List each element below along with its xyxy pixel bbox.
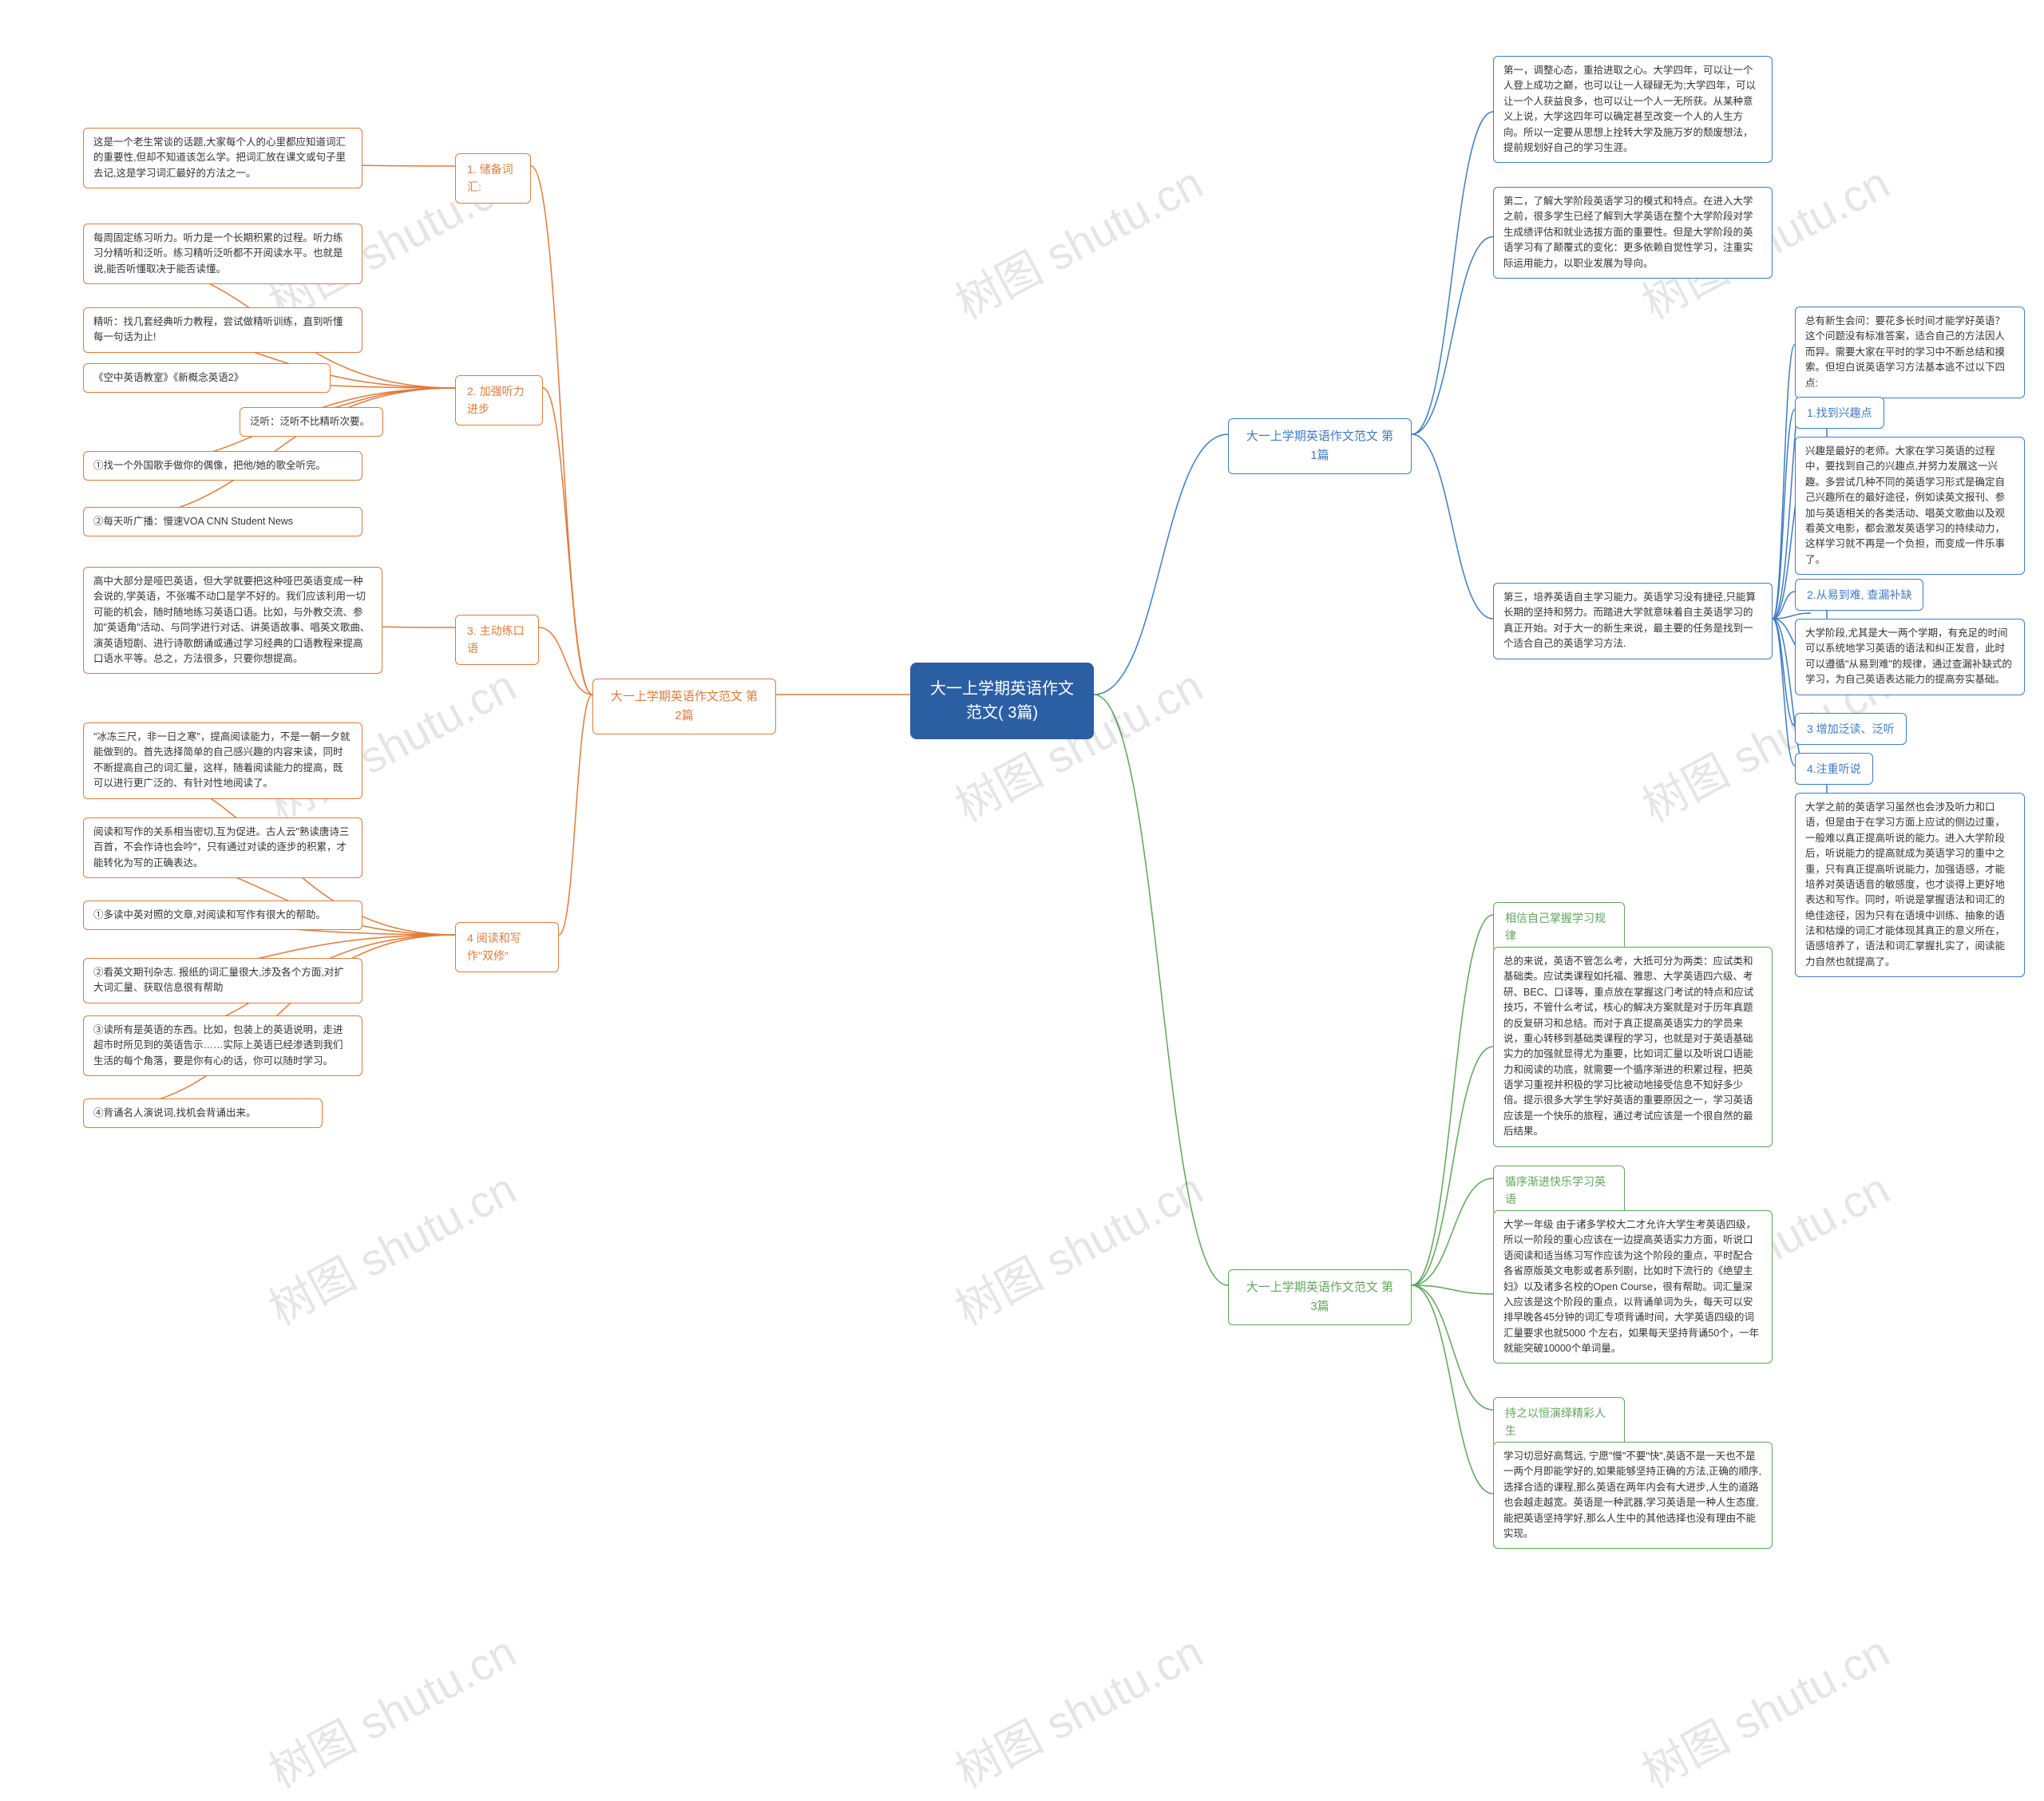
leaf-node: 这是一个老生常谈的话题,大家每个人的心里都应知道词汇的重要性,但却不知道该怎么学… xyxy=(83,128,362,188)
leaf-node: 大学阶段,尤其是大一两个学期，有充足的时间可以系统地学习英语的语法和纠正发音，此… xyxy=(1795,619,2025,695)
mindmap-canvas: 树图 shutu.cn树图 shutu.cn树图 shutu.cn树图 shut… xyxy=(0,0,2044,1771)
leaf-node: 大学一年级 由于诸多学校大二才允许大学生考英语四级，所以一阶段的重心应该在一边提… xyxy=(1493,1210,1773,1364)
sub-node: 相信自己掌握学习规律 xyxy=(1493,902,1625,952)
watermark: 树图 shutu.cn xyxy=(1630,1617,1899,1801)
branch-node: 大一上学期英语作文范文 第1篇 xyxy=(1228,418,1412,474)
leaf-node: 大学之前的英语学习虽然也会涉及听力和口语，但是由于在学习方面上应试的侧边过重，一… xyxy=(1795,793,2025,977)
leaf-node: 高中大部分是哑巴英语，但大学就要把这种哑巴英语变成一种会说的,学英语，不张嘴不动… xyxy=(83,567,382,674)
leaf-node: ②每天听广播：慢速VOA CNN Student News xyxy=(83,507,362,536)
leaf-node: 兴趣是最好的老师。大家在学习英语的过程中，要找到自己的兴趣点,并努力发展这一兴趣… xyxy=(1795,437,2025,575)
sub-node: 3 增加泛读、泛听 xyxy=(1795,713,1907,745)
sub-node: 4 阅读和写作"双修" xyxy=(455,922,559,972)
leaf-node: 总有新生会问：要花多长时间才能学好英语？这个问题没有标准答案，适合自己的方法因人… xyxy=(1795,307,2025,398)
sub-node: 3. 主动练口语 xyxy=(455,615,539,665)
sub-node: 1. 储备词汇: xyxy=(455,153,531,204)
watermark: 树图 shutu.cn xyxy=(256,1154,526,1338)
sub-node: 持之以恒演绎精彩人生 xyxy=(1493,1397,1625,1447)
watermark: 树图 shutu.cn xyxy=(943,1154,1213,1338)
leaf-node: 第一，调整心态，重拾进取之心。大学四年，可以让一个人登上成功之巅，也可以让一人碌… xyxy=(1493,56,1773,163)
leaf-node: ②看英文期刊杂志. 报纸的词汇量很大,涉及各个方面,对扩大词汇量、获取信息很有帮… xyxy=(83,958,362,1003)
leaf-node: ③读所有是英语的东西。比如，包装上的英语说明，走进超市时所见到的英语告示……实际… xyxy=(83,1015,362,1076)
leaf-node: 总的来说，英语不管怎么考，大抵可分为两类：应试类和基础类。应试类课程如托福、雅思… xyxy=(1493,947,1773,1147)
leaf-node: 每周固定练习听力。听力是一个长期积累的过程。听力练习分精听和泛听。练习精听泛听都… xyxy=(83,224,362,284)
leaf-node: "冰冻三尺，非一日之寒"，提高阅读能力，不是一朝一夕就能做到的。首先选择简单的自… xyxy=(83,722,362,799)
branch-node: 大一上学期英语作文范文 第3篇 xyxy=(1228,1269,1412,1325)
leaf-node: ①找一个外国歌手做你的偶像，把他/她的歌全听完。 xyxy=(83,451,362,481)
sub-node: 循序渐进快乐学习英语 xyxy=(1493,1166,1625,1216)
leaf-node: 学习切忌好高骛远, 宁愿"慢"不要"快",英语不是一天也不是一两个月即能学好的,… xyxy=(1493,1442,1773,1549)
leaf-node: 第二，了解大学阶段英语学习的模式和特点。在进入大学之前，很多学生已经了解到大学英… xyxy=(1493,187,1773,279)
sub-node: 4.注重听说 xyxy=(1795,753,1873,785)
leaf-node: ④背诵名人演说词,找机会背诵出来。 xyxy=(83,1098,323,1128)
leaf-node: 第三，培养英语自主学习能力。英语学习没有捷径,只能算长期的坚持和努力。而踏进大学… xyxy=(1493,583,1773,659)
root-node: 大一上学期英语作文范文( 3篇) xyxy=(910,663,1094,739)
watermark: 树图 shutu.cn xyxy=(943,148,1213,332)
leaf-node: ①多读中英对照的文章,对阅读和写作有很大的帮助。 xyxy=(83,900,362,930)
sub-node: 2. 加强听力进步 xyxy=(455,375,543,426)
watermark: 树图 shutu.cn xyxy=(943,1617,1213,1801)
branch-node: 大一上学期英语作文范文 第2篇 xyxy=(592,679,776,734)
leaf-node: 《空中英语教室》《新概念英语2》 xyxy=(83,363,331,393)
leaf-node: 泛听：泛听不比精听次要。 xyxy=(240,407,383,437)
leaf-node: 阅读和写作的关系相当密切,互为促进。古人云"熟读唐诗三百首，不会作诗也会吟"，只… xyxy=(83,817,362,878)
sub-node: 1.找到兴趣点 xyxy=(1795,397,1884,429)
leaf-node: 精听：找几套经典听力教程，尝试做精听训练，直到听懂每一句话为止! xyxy=(83,307,362,353)
sub-node: 2.从易到难, 查漏补缺 xyxy=(1795,579,1923,611)
watermark: 树图 shutu.cn xyxy=(256,1617,526,1801)
